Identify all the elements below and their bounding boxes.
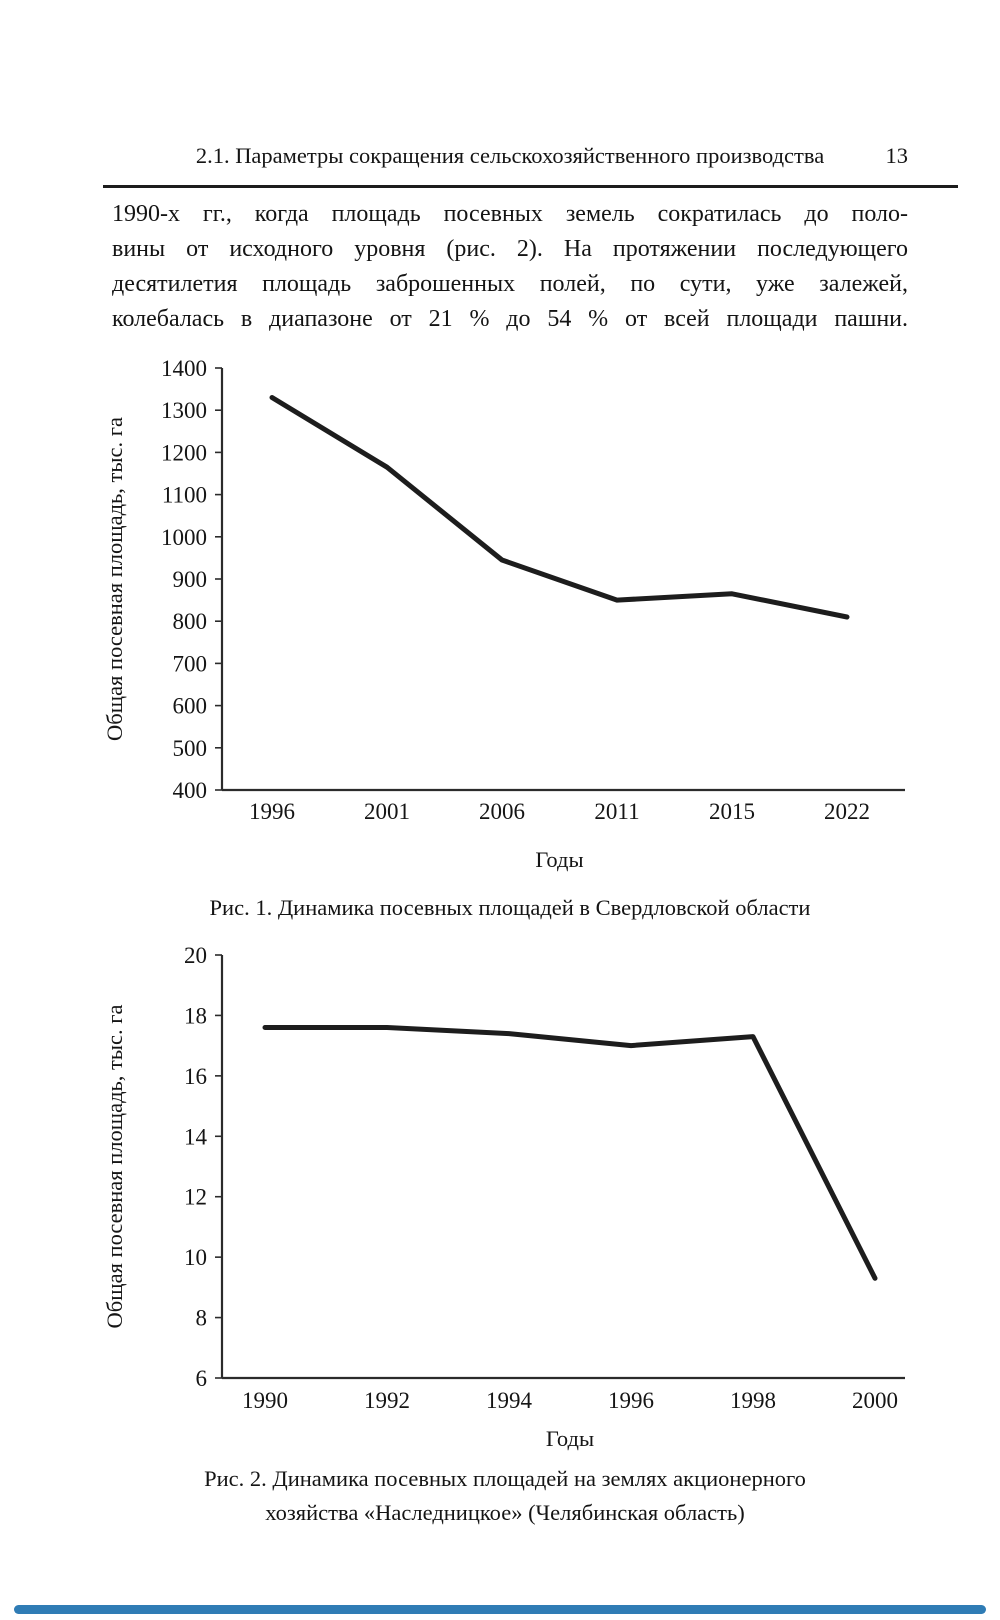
x-tick-label: 2000	[852, 1388, 898, 1413]
data-series-line	[269, 395, 850, 620]
section-header: 2.1. Параметры сокращения сельскохозяйст…	[195, 143, 825, 168]
x-tick-label: 1998	[730, 1388, 776, 1413]
y-tick-label: 18	[184, 1003, 207, 1028]
body-paragraph: 1990-х гг., когда площадь посевных земел…	[112, 197, 908, 337]
y-axis-title: Общая посевная площадь, тыс. га	[102, 1005, 127, 1329]
y-tick-label: 600	[173, 694, 208, 719]
paragraph-line: десятилетия площадь заброшенных полей, п…	[112, 271, 908, 297]
y-tick-label: 6	[196, 1366, 208, 1391]
x-tick-label: 1990	[242, 1388, 288, 1413]
data-series-line	[262, 1025, 878, 1281]
figure-1-line-chart: Общая посевная площадь, тыс. га 1400 1300 1…	[102, 356, 905, 872]
y-tick-label: 12	[184, 1185, 207, 1210]
x-tick-label: 2011	[594, 799, 639, 824]
y-tick-label: 1300	[161, 398, 207, 423]
x-tick-label: 2006	[479, 799, 525, 824]
y-tick-label: 1100	[162, 483, 207, 508]
x-tick-label: 1996	[249, 799, 295, 824]
x-axis-title: Годы	[546, 1426, 594, 1451]
page-number: 13	[885, 143, 909, 168]
x-axis-title: Годы	[535, 847, 583, 872]
x-tick-label: 1994	[486, 1388, 533, 1413]
y-tick-label: 500	[173, 736, 208, 761]
running-head: 2.1. Параметры сокращения сельскохозяйст…	[112, 143, 908, 169]
x-tick-label: 2015	[709, 799, 755, 824]
figure-2-line-chart: Общая посевная площадь, тыс. га 20 18 16 14 1…	[102, 943, 905, 1451]
header-divider	[103, 185, 958, 188]
figure-2-caption: Рис. 2. Динамика посевных площадей на зе…	[204, 1466, 806, 1525]
y-tick-label: 1400	[161, 356, 207, 381]
y-tick-label: 900	[173, 567, 208, 592]
figure-1-caption: Рис. 1. Динамика посевных площадей в Све…	[209, 895, 811, 920]
paragraph-line: колебалась в диапазоне от 21 % до 54 % о…	[112, 306, 908, 332]
y-axis-title: Общая посевная площадь, тыс. га	[102, 417, 127, 741]
y-tick-label: 16	[184, 1064, 207, 1089]
x-tick-label: 2022	[824, 799, 870, 824]
y-tick-label: 14	[184, 1124, 208, 1149]
y-tick-label: 10	[184, 1245, 207, 1270]
footer-accent-bar	[14, 1605, 986, 1614]
y-tick-label: 1200	[161, 440, 207, 465]
paragraph-line: 1990-х гг., когда площадь посевных земел…	[112, 201, 908, 227]
paragraph-line: вины от исходного уровня (рис. 2). На пр…	[112, 236, 908, 262]
y-tick-label: 700	[173, 651, 208, 676]
y-tick-label: 1000	[161, 525, 207, 550]
y-tick-label: 800	[173, 609, 208, 634]
x-tick-label: 1996	[608, 1388, 654, 1413]
y-tick-label: 400	[173, 778, 208, 803]
x-tick-label: 1992	[364, 1388, 410, 1413]
x-tick-label: 2001	[364, 799, 410, 824]
y-tick-label: 8	[196, 1306, 208, 1331]
y-tick-label: 20	[184, 943, 207, 968]
